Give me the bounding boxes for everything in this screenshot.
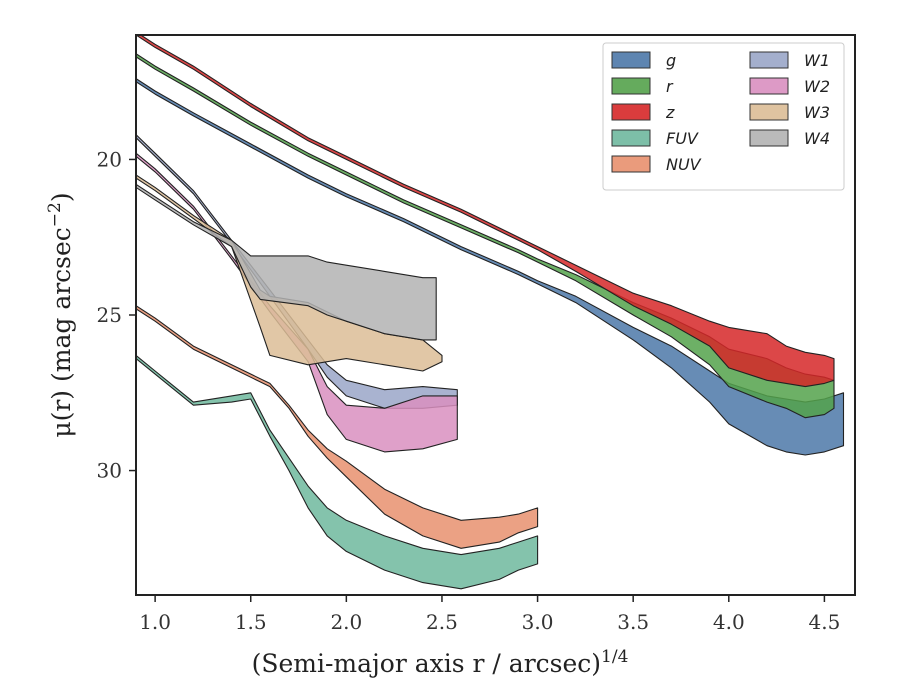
x-tick-label: 3.5 — [617, 610, 649, 634]
legend-label-z: z — [665, 103, 675, 122]
x-tick-label: 4.5 — [808, 610, 840, 634]
x-axis-label: (Semi-major axis r / arcsec)1/4 — [252, 647, 629, 678]
band-w4 — [136, 183, 437, 341]
y-axis: 20 25 30 — [97, 147, 136, 483]
x-tick-label: 1.0 — [139, 610, 171, 634]
legend-swatch-w3 — [749, 103, 789, 121]
x-tick-label: 3.0 — [522, 610, 554, 634]
x-tick-label: 2.5 — [426, 610, 458, 634]
legend-swatch-r — [611, 77, 651, 95]
band-z — [136, 35, 835, 388]
y-axis-label-exponent: −2 — [45, 202, 65, 227]
legend-swatch-w2 — [749, 77, 789, 95]
band-nuv — [136, 305, 539, 549]
band-g — [136, 78, 845, 456]
x-tick-label: 1.5 — [235, 610, 267, 634]
legend-label-w4: W4 — [804, 129, 830, 148]
band-fuv — [136, 354, 539, 590]
y-axis-label-close: ) — [47, 192, 76, 202]
y-axis-label: μ(r) (mag arcsec−2) — [45, 192, 76, 437]
legend-label-w2: W2 — [804, 77, 830, 96]
legend-swatch-z — [611, 103, 651, 121]
x-axis: 1.0 1.5 2.0 2.5 3.0 3.5 4.0 4.5 — [139, 595, 840, 634]
legend-label-r: r — [666, 77, 674, 96]
x-tick-label: 4.0 — [713, 610, 745, 634]
band-r — [136, 53, 835, 419]
x-axis-label-text: (Semi-major axis r / arcsec) — [252, 649, 601, 678]
legend-swatch-nuv — [611, 155, 651, 173]
legend-label-g: g — [666, 51, 676, 70]
y-tick-label: 30 — [97, 459, 122, 483]
legend-label-w1: W1 — [804, 51, 830, 70]
x-axis-label-exponent: 1/4 — [601, 647, 628, 667]
legend: grz FUV NUV W1 W2 W3 W4 — [602, 42, 845, 191]
legend-label-fuv: FUV — [666, 129, 699, 148]
series-bands — [136, 35, 845, 590]
legend-label-nuv: NUV — [666, 155, 702, 174]
legend-swatch-fuv — [611, 129, 651, 147]
y-axis-label-text: μ(r) (mag arcsec — [47, 227, 76, 437]
legend-label-w3: W3 — [804, 103, 830, 122]
legend-swatch-w1 — [749, 51, 789, 69]
legend-swatch-g — [611, 51, 651, 69]
y-tick-label: 25 — [97, 303, 122, 327]
y-tick-label: 20 — [97, 147, 122, 171]
x-tick-label: 2.0 — [330, 610, 362, 634]
legend-swatch-w4 — [749, 129, 789, 147]
